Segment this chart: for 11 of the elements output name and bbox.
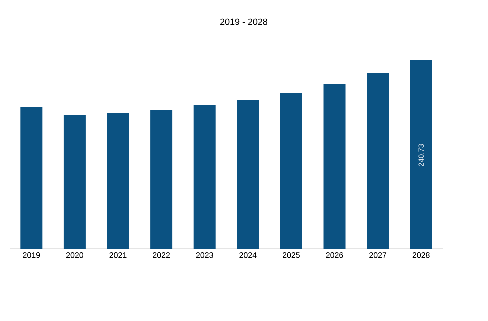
bar (324, 84, 346, 249)
bar (237, 100, 260, 249)
bar (20, 107, 43, 249)
bar (280, 93, 302, 249)
bar (410, 60, 432, 249)
bar (367, 73, 390, 249)
bar (107, 113, 130, 249)
bar (64, 115, 86, 249)
bar (194, 105, 216, 249)
chart-title: 2019 - 2028 (220, 18, 268, 26)
bar (150, 110, 173, 249)
